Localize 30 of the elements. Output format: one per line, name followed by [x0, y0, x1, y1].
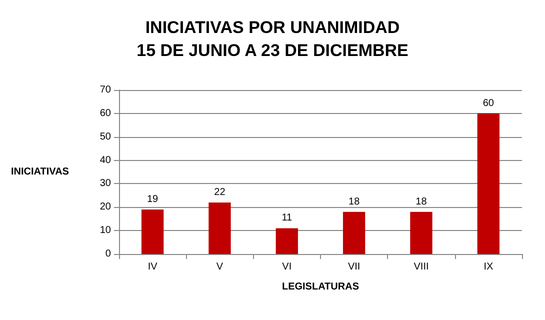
y-tick-label: 60: [100, 108, 112, 119]
data-label: 22: [214, 186, 226, 198]
data-label: 11: [282, 212, 293, 224]
y-tick-label: 0: [105, 248, 112, 260]
bar: [141, 209, 164, 254]
x-tick-label: VI: [282, 262, 292, 272]
bar: [477, 113, 500, 254]
x-tick-label: VII: [348, 262, 360, 272]
data-label: 19: [146, 194, 159, 205]
y-axis-title: INICIATIVAS: [10, 166, 70, 178]
data-label: 18: [348, 196, 360, 208]
x-axis-title: LEGISLATURAS: [282, 282, 360, 292]
y-tick-label: 10: [100, 225, 112, 236]
y-tick-label: 40: [100, 154, 112, 166]
chart-subtitle: 15 DE JUNIO A 23 DE DICIEMBRE: [136, 41, 408, 60]
chart-title: INICIATIVAS POR UNANIMIDAD: [145, 18, 400, 37]
bar: [410, 212, 432, 254]
bar: [276, 228, 298, 254]
x-tick-label: IV: [148, 262, 158, 272]
x-tick-label: V: [216, 262, 224, 272]
y-tick-label: 20: [100, 202, 112, 213]
data-label: 60: [482, 98, 494, 109]
x-tick-label: VIII: [414, 262, 429, 272]
data-label: 18: [416, 196, 428, 208]
bar: [208, 202, 231, 254]
bar: [342, 212, 366, 254]
x-tick-label: IX: [484, 262, 494, 272]
y-tick-label: 50: [100, 131, 112, 142]
y-tick-label: 70: [100, 84, 112, 96]
y-tick-label: 30: [100, 178, 112, 190]
